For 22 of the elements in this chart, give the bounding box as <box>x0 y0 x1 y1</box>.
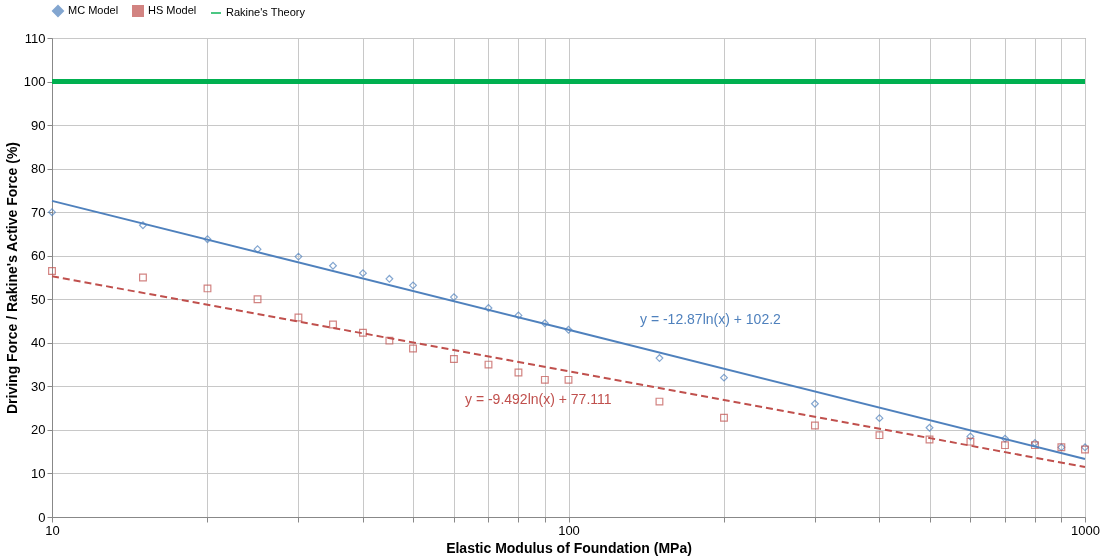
y-tick-label: 20 <box>31 422 46 438</box>
x-tick-label: 1000 <box>1071 522 1100 538</box>
y-tick-label: 100 <box>23 74 46 90</box>
y-tick-label: 30 <box>31 378 46 394</box>
annotation: y = -9.492ln(x) + 77.111 <box>465 391 612 407</box>
legend-label: MC Model <box>68 4 119 16</box>
y-tick-label: 0 <box>38 509 46 525</box>
x-axis-title: Elastic Modulus of Foundation (MPa) <box>446 539 692 556</box>
y-tick-label: 80 <box>31 161 46 177</box>
x-tick-label: 10 <box>45 522 60 538</box>
y-tick-label: 110 <box>24 30 46 46</box>
y-tick-label: 60 <box>31 248 46 264</box>
x-tick-label: 100 <box>558 522 580 538</box>
legend-label: HS Model <box>148 4 197 16</box>
y-axis-title: Driving Force / Rakine's Active Force (%) <box>3 141 20 415</box>
y-tick-label: 70 <box>31 204 46 220</box>
y-tick-label: 90 <box>31 117 46 133</box>
y-tick-label: 10 <box>31 465 46 481</box>
annotation: y = -12.87ln(x) + 102.2 <box>640 311 782 327</box>
legend-label: Rakine's Theory <box>226 6 306 18</box>
y-tick-label: 50 <box>31 291 46 307</box>
y-tick-label: 40 <box>31 335 46 351</box>
